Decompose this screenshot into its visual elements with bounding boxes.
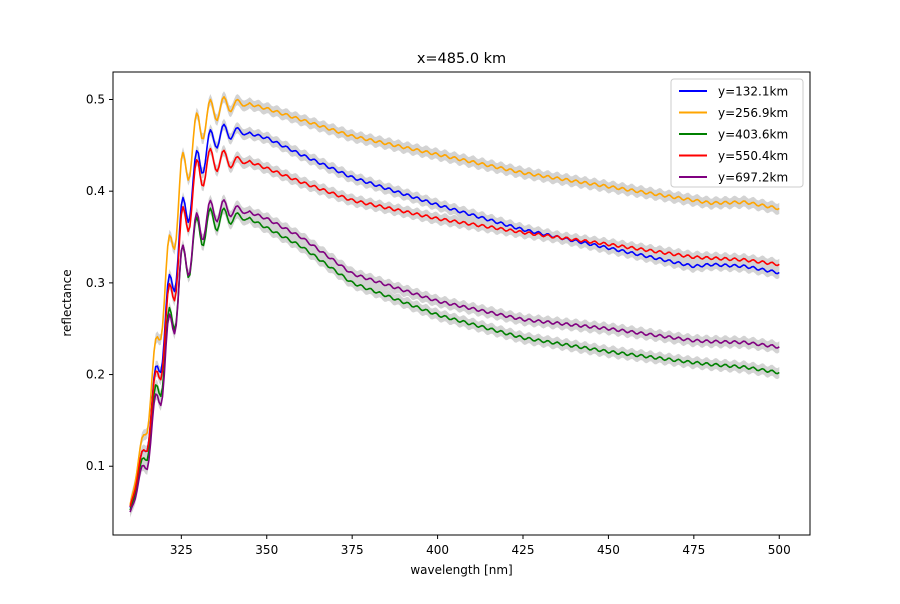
legend-label: y=256.9km bbox=[718, 106, 788, 120]
x-tick-label: 500 bbox=[768, 543, 791, 557]
series-line-2 bbox=[129, 96, 780, 505]
series-lines bbox=[129, 96, 780, 513]
x-tick-label: 475 bbox=[682, 543, 705, 557]
series-line-3 bbox=[129, 207, 780, 511]
series-line-1 bbox=[129, 123, 780, 508]
x-tick-label: 325 bbox=[170, 543, 193, 557]
plot-frame bbox=[112, 71, 811, 536]
y-axis: 0.1 0.2 0.3 0.4 0.5 bbox=[86, 93, 113, 473]
chart-title: x=485.0 km bbox=[417, 51, 506, 67]
x-tick-label: 425 bbox=[512, 543, 535, 557]
series-line-4 bbox=[129, 147, 780, 507]
legend-box bbox=[670, 78, 804, 188]
y-tick-label: 0.2 bbox=[86, 368, 105, 382]
x-tick-label: 450 bbox=[597, 543, 620, 557]
x-axis-label: wavelength [nm] bbox=[410, 563, 512, 577]
legend-label: y=132.1km bbox=[718, 85, 788, 99]
legend-label: y=697.2km bbox=[718, 171, 788, 185]
x-tick-label: 375 bbox=[341, 543, 364, 557]
uncertainty-band-3 bbox=[130, 202, 780, 516]
series-line-5 bbox=[129, 199, 780, 513]
y-tick-label: 0.3 bbox=[86, 276, 105, 290]
y-axis-label: reflectance bbox=[60, 269, 74, 336]
x-axis: 325 350 375 400 425 450 475 500 bbox=[170, 535, 791, 557]
uncertainty-band-5 bbox=[130, 194, 780, 518]
legend-label: y=550.4km bbox=[718, 149, 788, 163]
x-tick-label: 400 bbox=[426, 543, 449, 557]
y-tick-label: 0.5 bbox=[86, 93, 105, 107]
y-tick-label: 0.4 bbox=[86, 184, 105, 198]
legend: y=132.1km y=256.9km y=403.6km y=550.4km y=69… bbox=[670, 78, 804, 188]
legend-label: y=403.6km bbox=[718, 128, 788, 142]
x-tick-label: 350 bbox=[255, 543, 278, 557]
uncertainty-band-4 bbox=[130, 143, 780, 513]
y-tick-label: 0.1 bbox=[86, 459, 105, 473]
